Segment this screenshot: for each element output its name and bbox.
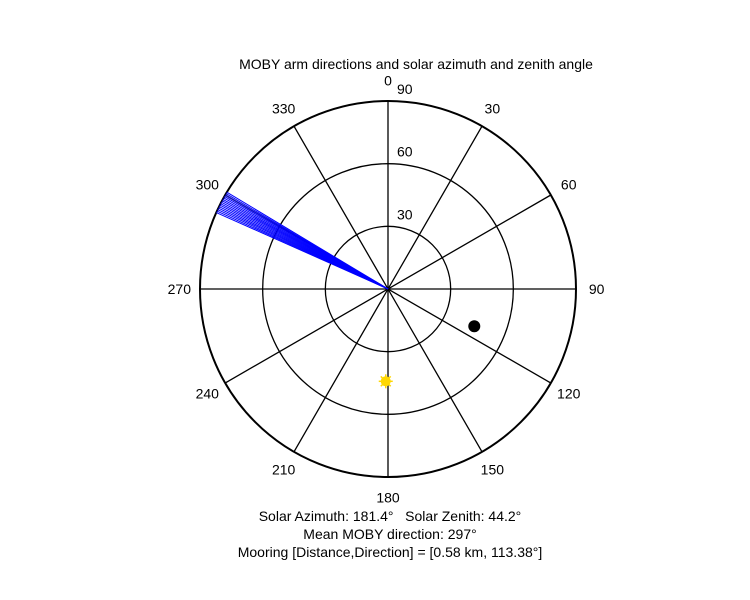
radius-tick-label: 60 [397,144,413,160]
solar-angles-caption: Solar Azimuth: 181.4° Solar Zenith: 44.2… [258,508,522,524]
direction-tick-label: 270 [168,281,192,297]
sun-ray [385,380,392,387]
radius-tick-label: 90 [397,81,413,97]
arm-direction-series [216,191,389,290]
direction-tick-label: 180 [376,490,400,506]
mooring-caption: Mooring [Distance,Direction] = [0.58 km,… [237,544,543,560]
range-ring [324,225,452,353]
arm-direction-line [226,191,389,290]
radius-tick-label: 30 [397,206,413,222]
direction-tick-label: 0 [384,72,392,88]
radius-tick-labels: 30 60 90 [397,81,413,222]
direction-tick-label: 330 [272,100,296,116]
direction-tick-label: 150 [481,462,505,478]
chart-title: MOBY arm directions and solar azimuth an… [239,56,593,72]
direction-tick-label: 60 [561,177,577,193]
direction-tick-label: 210 [272,462,296,478]
range-ring [262,163,514,415]
markers [378,320,481,389]
direction-tick-label: 30 [485,100,501,116]
direction-tick-label: 120 [557,385,581,401]
sun-ray [380,375,387,382]
mooring-marker [468,320,481,333]
sun-ray [385,375,392,382]
mean-direction-caption: Mean MOBY direction: 297° [303,526,477,542]
direction-tick-label: 240 [196,385,220,401]
direction-tick-labels: 0 30 60 90 120 150 180 210 240 270 300 330 [168,72,605,505]
range-ring [199,100,577,478]
direction-tick-label: 300 [196,177,220,193]
sun-ray [380,380,387,387]
direction-tick-label: 90 [589,281,605,297]
